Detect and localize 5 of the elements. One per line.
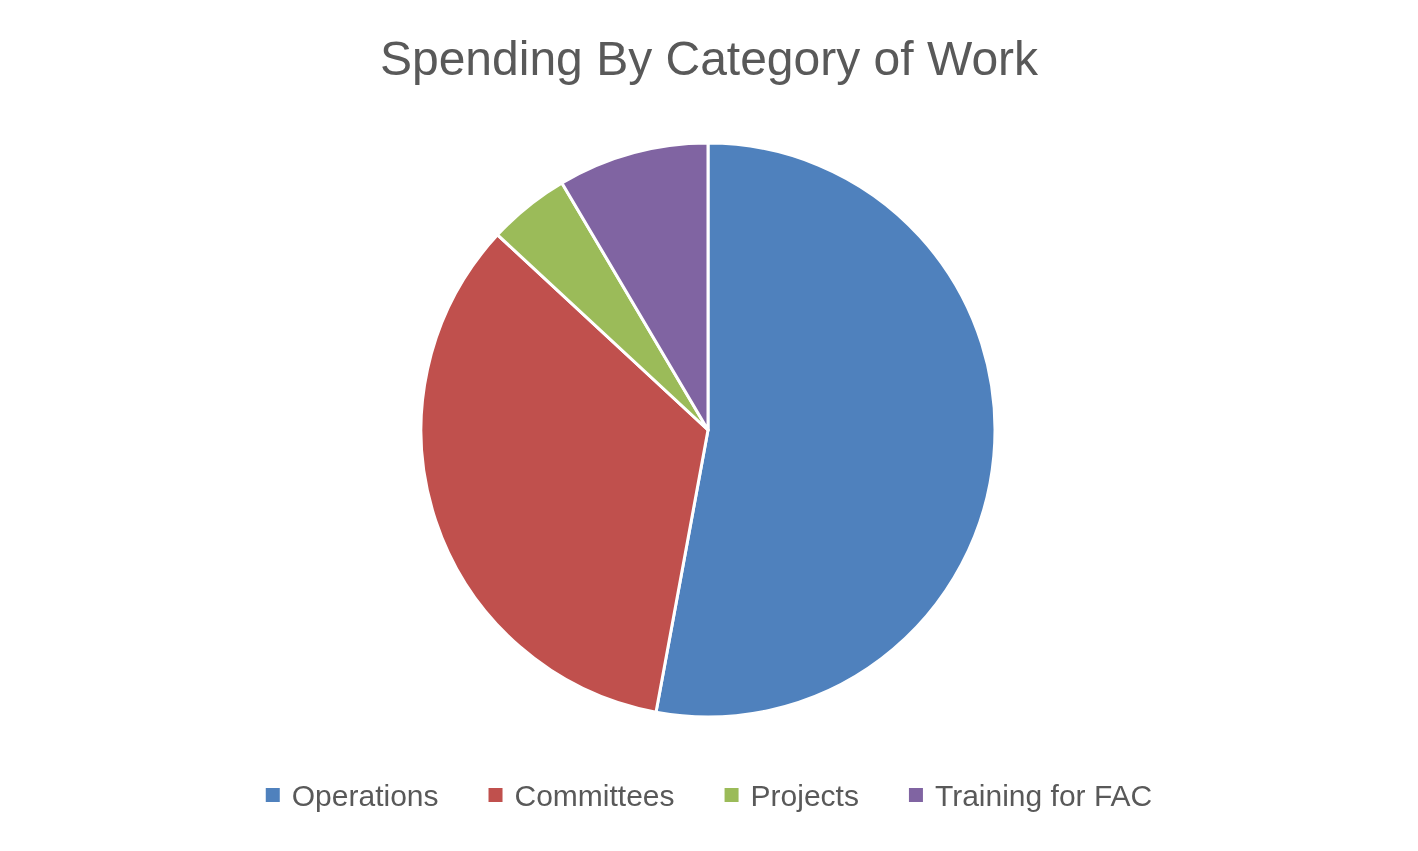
legend-label: Operations xyxy=(291,778,439,812)
chart-title: Spending By Category of Work xyxy=(379,32,1040,85)
legend-label: Training for FAC xyxy=(934,778,1153,812)
legend-label: Committees xyxy=(514,778,675,812)
legend-label: Projects xyxy=(750,778,859,812)
